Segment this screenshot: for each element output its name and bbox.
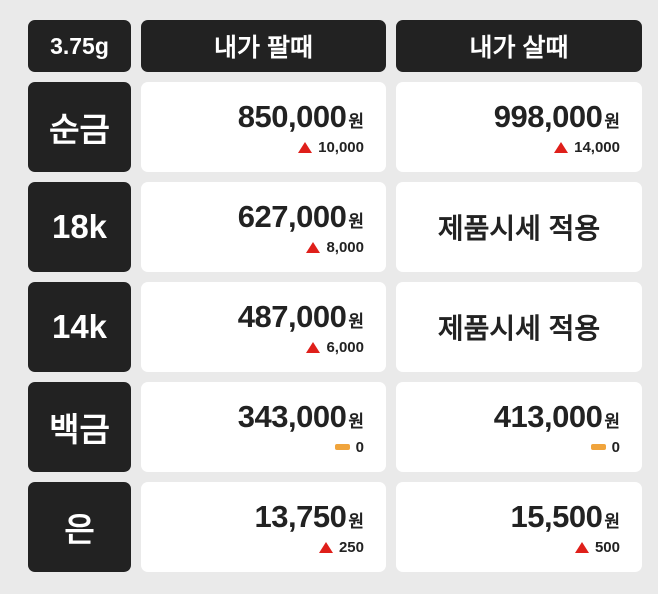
18k-sell-cell: 627,000 원 8,000 [141, 182, 386, 272]
platinum-buy-cell: 413,000 원 0 [396, 382, 642, 472]
unit-header-label: 3.75g [50, 32, 109, 59]
18k-buy-notice-cell: 제품시세 적용 [396, 182, 642, 272]
price-change: 0 [590, 438, 620, 456]
price-line: 998,000 원 [494, 99, 620, 135]
change-value: 6,000 [326, 338, 364, 356]
up-triangle-icon [298, 141, 313, 153]
buy-column-header: 내가 살때 [396, 20, 642, 72]
price-value: 998,000 [493, 98, 603, 134]
price-value: 850,000 [237, 98, 347, 134]
unit-header: 3.75g [28, 20, 131, 72]
price-line: 13,750 원 [255, 499, 364, 535]
row-label-text: 순금 [49, 111, 110, 148]
change-value: 14,000 [574, 138, 620, 156]
price-change: 6,000 [306, 339, 364, 356]
silver-buy-cell: 15,500 원 500 [396, 482, 642, 572]
row-label-platinum: 백금 [28, 382, 131, 472]
price-line: 850,000 원 [238, 99, 364, 135]
price-value: 13,750 [254, 498, 347, 534]
up-triangle-icon [306, 341, 321, 353]
up-triangle-icon [574, 541, 589, 553]
row-label-text: 14k [51, 308, 108, 345]
currency-suffix: 원 [348, 311, 364, 331]
notice-text: 제품시세 적용 [437, 313, 601, 344]
row-label-pure-gold: 순금 [28, 82, 131, 172]
price-value: 343,000 [237, 398, 347, 434]
price-line: 343,000 원 [238, 399, 364, 435]
price-value: 15,500 [510, 498, 603, 534]
notice-text: 제품시세 적용 [437, 213, 601, 244]
change-value: 10,000 [318, 138, 364, 156]
14k-buy-notice-cell: 제품시세 적용 [396, 282, 642, 372]
price-line: 413,000 원 [494, 399, 620, 435]
price-change: 500 [574, 538, 620, 556]
row-label-text: 18k [51, 208, 108, 245]
change-value: 8,000 [326, 238, 364, 256]
currency-suffix: 원 [348, 411, 364, 431]
price-value: 487,000 [237, 298, 347, 334]
flat-dash-icon [590, 444, 606, 450]
price-change: 8,000 [306, 239, 364, 256]
row-label-text: 백금 [49, 411, 110, 448]
price-change: 10,000 [298, 139, 364, 156]
price-change: 14,000 [554, 139, 620, 156]
platinum-sell-cell: 343,000 원 0 [141, 382, 386, 472]
silver-sell-cell: 13,750 원 250 [141, 482, 386, 572]
price-change: 250 [318, 538, 364, 556]
flat-dash-icon [334, 444, 350, 450]
sell-column-header-label: 내가 팔때 [214, 34, 313, 62]
currency-suffix: 원 [604, 411, 620, 431]
up-triangle-icon [306, 241, 321, 253]
14k-sell-cell: 487,000 원 6,000 [141, 282, 386, 372]
change-value: 0 [355, 438, 364, 456]
sell-column-header: 내가 팔때 [141, 20, 386, 72]
currency-suffix: 원 [348, 211, 364, 231]
row-label-18k: 18k [28, 182, 131, 272]
price-value: 413,000 [493, 398, 603, 434]
price-value: 627,000 [237, 198, 347, 234]
price-line: 15,500 원 [511, 499, 620, 535]
price-line: 627,000 원 [238, 199, 364, 235]
pure-gold-buy-cell: 998,000 원 14,000 [396, 82, 642, 172]
currency-suffix: 원 [604, 511, 620, 531]
change-value: 500 [594, 538, 620, 556]
row-label-text: 은 [64, 511, 95, 548]
change-value: 250 [338, 538, 364, 556]
change-value: 0 [611, 438, 620, 456]
price-line: 487,000 원 [238, 299, 364, 335]
row-label-14k: 14k [28, 282, 131, 372]
pure-gold-sell-cell: 850,000 원 10,000 [141, 82, 386, 172]
row-label-silver: 은 [28, 482, 131, 572]
buy-column-header-label: 내가 살때 [469, 34, 569, 62]
currency-suffix: 원 [348, 111, 364, 131]
currency-suffix: 원 [604, 111, 620, 131]
price-change: 0 [334, 438, 364, 456]
gold-price-table: 3.75g 내가 팔때 내가 살때 순금 850,000 원 10,000 99… [28, 20, 642, 572]
up-triangle-icon [318, 541, 333, 553]
currency-suffix: 원 [348, 511, 364, 531]
up-triangle-icon [554, 141, 569, 153]
